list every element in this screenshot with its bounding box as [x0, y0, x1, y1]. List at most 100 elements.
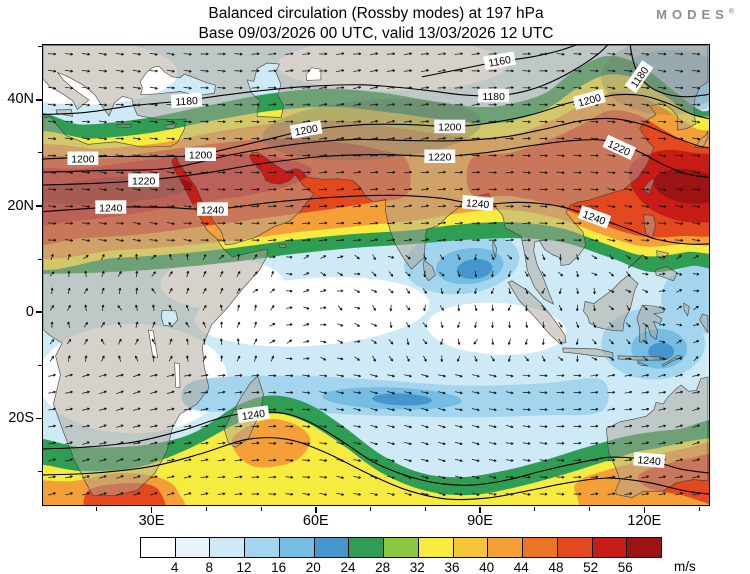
lon-major-tick — [643, 507, 645, 513]
colorbar-tick-label: 8 — [205, 560, 214, 574]
lat-tick-label: 0 — [25, 303, 34, 320]
modes-logo: MODES® — [656, 7, 734, 22]
lon-minor-tick — [534, 507, 536, 511]
contour-label: 1240 — [197, 202, 228, 216]
colorbar-cell — [349, 538, 385, 557]
colorbar-cell — [384, 538, 419, 557]
lon-minor-tick — [205, 507, 207, 511]
colorbar-cell — [418, 538, 454, 557]
lat-major-tick — [35, 205, 42, 207]
colorbar-tick-label: 20 — [305, 560, 321, 574]
contour-label: 1200 — [434, 119, 466, 134]
contour-label: 1160 — [483, 51, 516, 70]
svg-text:1240: 1240 — [637, 455, 661, 468]
lon-minor-tick — [370, 507, 371, 511]
lon-major-tick — [479, 507, 481, 513]
figure-title: Balanced circulation (Rossby modes) at 1… — [208, 5, 544, 22]
colorbar-cell — [592, 538, 628, 557]
colorbar-swatches — [140, 537, 662, 558]
colorbar-tick-label: 16 — [271, 560, 287, 574]
contour-label: 1220 — [424, 149, 456, 164]
colorbar-cell — [557, 538, 593, 557]
colorbar-cell — [245, 538, 280, 557]
colorbar-tick-label: 40 — [479, 560, 495, 574]
colorbar-cell — [488, 538, 524, 557]
registered-trademark-icon: ® — [728, 8, 734, 16]
colorbar-tick-label: 4 — [170, 560, 179, 574]
lat-minor-tick — [38, 364, 42, 366]
colorbar-cell — [279, 538, 315, 557]
svg-text:1240: 1240 — [465, 198, 489, 211]
lat-tick-label: 20N — [7, 197, 34, 214]
lon-tick-label: 90E — [467, 513, 493, 529]
figure-header: Balanced circulation (Rossby modes) at 1… — [42, 4, 710, 44]
colorbar-cell — [210, 538, 246, 557]
wind-arrows — [47, 52, 701, 496]
contour-label: 1200 — [185, 147, 216, 162]
lat-major-tick — [35, 99, 42, 101]
lon-tick-label: 30E — [138, 513, 165, 529]
contour-label: 1180 — [170, 92, 203, 109]
lon-tick-label: 60E — [302, 513, 329, 529]
lon-major-tick — [150, 507, 153, 513]
colorbar-cell — [141, 538, 176, 557]
colorbar-tick-label: 48 — [548, 560, 564, 574]
colorbar-tick-label: 24 — [340, 560, 356, 574]
contour-label: 1180 — [478, 88, 510, 103]
colorbar-tick-label: 28 — [375, 560, 391, 574]
svg-text:1240: 1240 — [99, 203, 122, 214]
lon-minor-tick — [260, 507, 262, 511]
colorbar-tick-label: 12 — [236, 560, 252, 574]
colorbar-tick-label: 36 — [444, 560, 460, 574]
lat-minor-tick — [38, 46, 42, 48]
svg-text:1200: 1200 — [189, 151, 212, 162]
svg-text:1200: 1200 — [294, 124, 319, 139]
lon-minor-tick — [698, 507, 700, 511]
lat-minor-tick — [38, 258, 42, 260]
colorbar: 4 8 12 16 20 24 28 32 36 40 44 48 52 56 m/s — [140, 537, 696, 574]
lon-minor-tick — [96, 507, 98, 511]
svg-text:1240: 1240 — [201, 205, 224, 216]
colorbar-cell — [523, 538, 558, 557]
svg-text:1180: 1180 — [175, 96, 198, 109]
contour-label: 1240 — [633, 451, 666, 468]
contour-label: 1220 — [128, 173, 160, 187]
contour-label: 1240 — [237, 405, 270, 423]
lat-major-tick — [35, 417, 42, 420]
lon-tick-label: 120E — [627, 513, 662, 529]
colorbar-tick-label: 44 — [513, 560, 529, 574]
modes-logo-text: MODES — [656, 7, 729, 22]
svg-text:1200: 1200 — [438, 123, 461, 134]
lat-minor-tick — [38, 152, 42, 154]
contour-label: 1240 — [95, 200, 127, 214]
colorbar-tick-label: 52 — [583, 560, 599, 574]
lon-major-tick — [315, 507, 317, 513]
svg-text:1220: 1220 — [132, 176, 155, 187]
lon-minor-tick — [424, 507, 426, 511]
colorbar-cell — [627, 538, 662, 557]
svg-text:1180: 1180 — [482, 92, 505, 103]
figure-subtitle: Base 09/03/2026 00 UTC, valid 13/03/2026… — [198, 25, 554, 42]
map-plot-area: 1160 1180 1180 1180 1200 1200 1200 1200 1200 1220… — [42, 44, 710, 506]
colorbar-tick-label: 56 — [617, 560, 633, 574]
colorbar-cell — [453, 538, 489, 557]
lat-minor-tick — [38, 471, 42, 472]
colorbar-tick-label: 32 — [409, 560, 425, 574]
colorbar-tick-labels: 4 8 12 16 20 24 28 32 36 40 44 48 52 56 — [140, 558, 660, 574]
contour-label: 1200 — [289, 120, 323, 139]
height-contour-lines — [43, 45, 709, 501]
colorbar-cell — [314, 538, 350, 557]
colorbar-cell — [175, 538, 211, 557]
lat-tick-label: 40N — [7, 91, 34, 108]
lat-tick-label: 20S — [8, 409, 34, 426]
contour-label: 1200 — [67, 151, 99, 165]
svg-text:1240: 1240 — [241, 409, 266, 423]
colorbar-units: m/s — [674, 559, 696, 574]
contour-label: 1240 — [461, 195, 494, 211]
svg-text:1160: 1160 — [488, 55, 512, 70]
lat-major-tick — [35, 311, 42, 313]
svg-text:1220: 1220 — [428, 153, 451, 164]
lon-minor-tick — [589, 507, 590, 511]
